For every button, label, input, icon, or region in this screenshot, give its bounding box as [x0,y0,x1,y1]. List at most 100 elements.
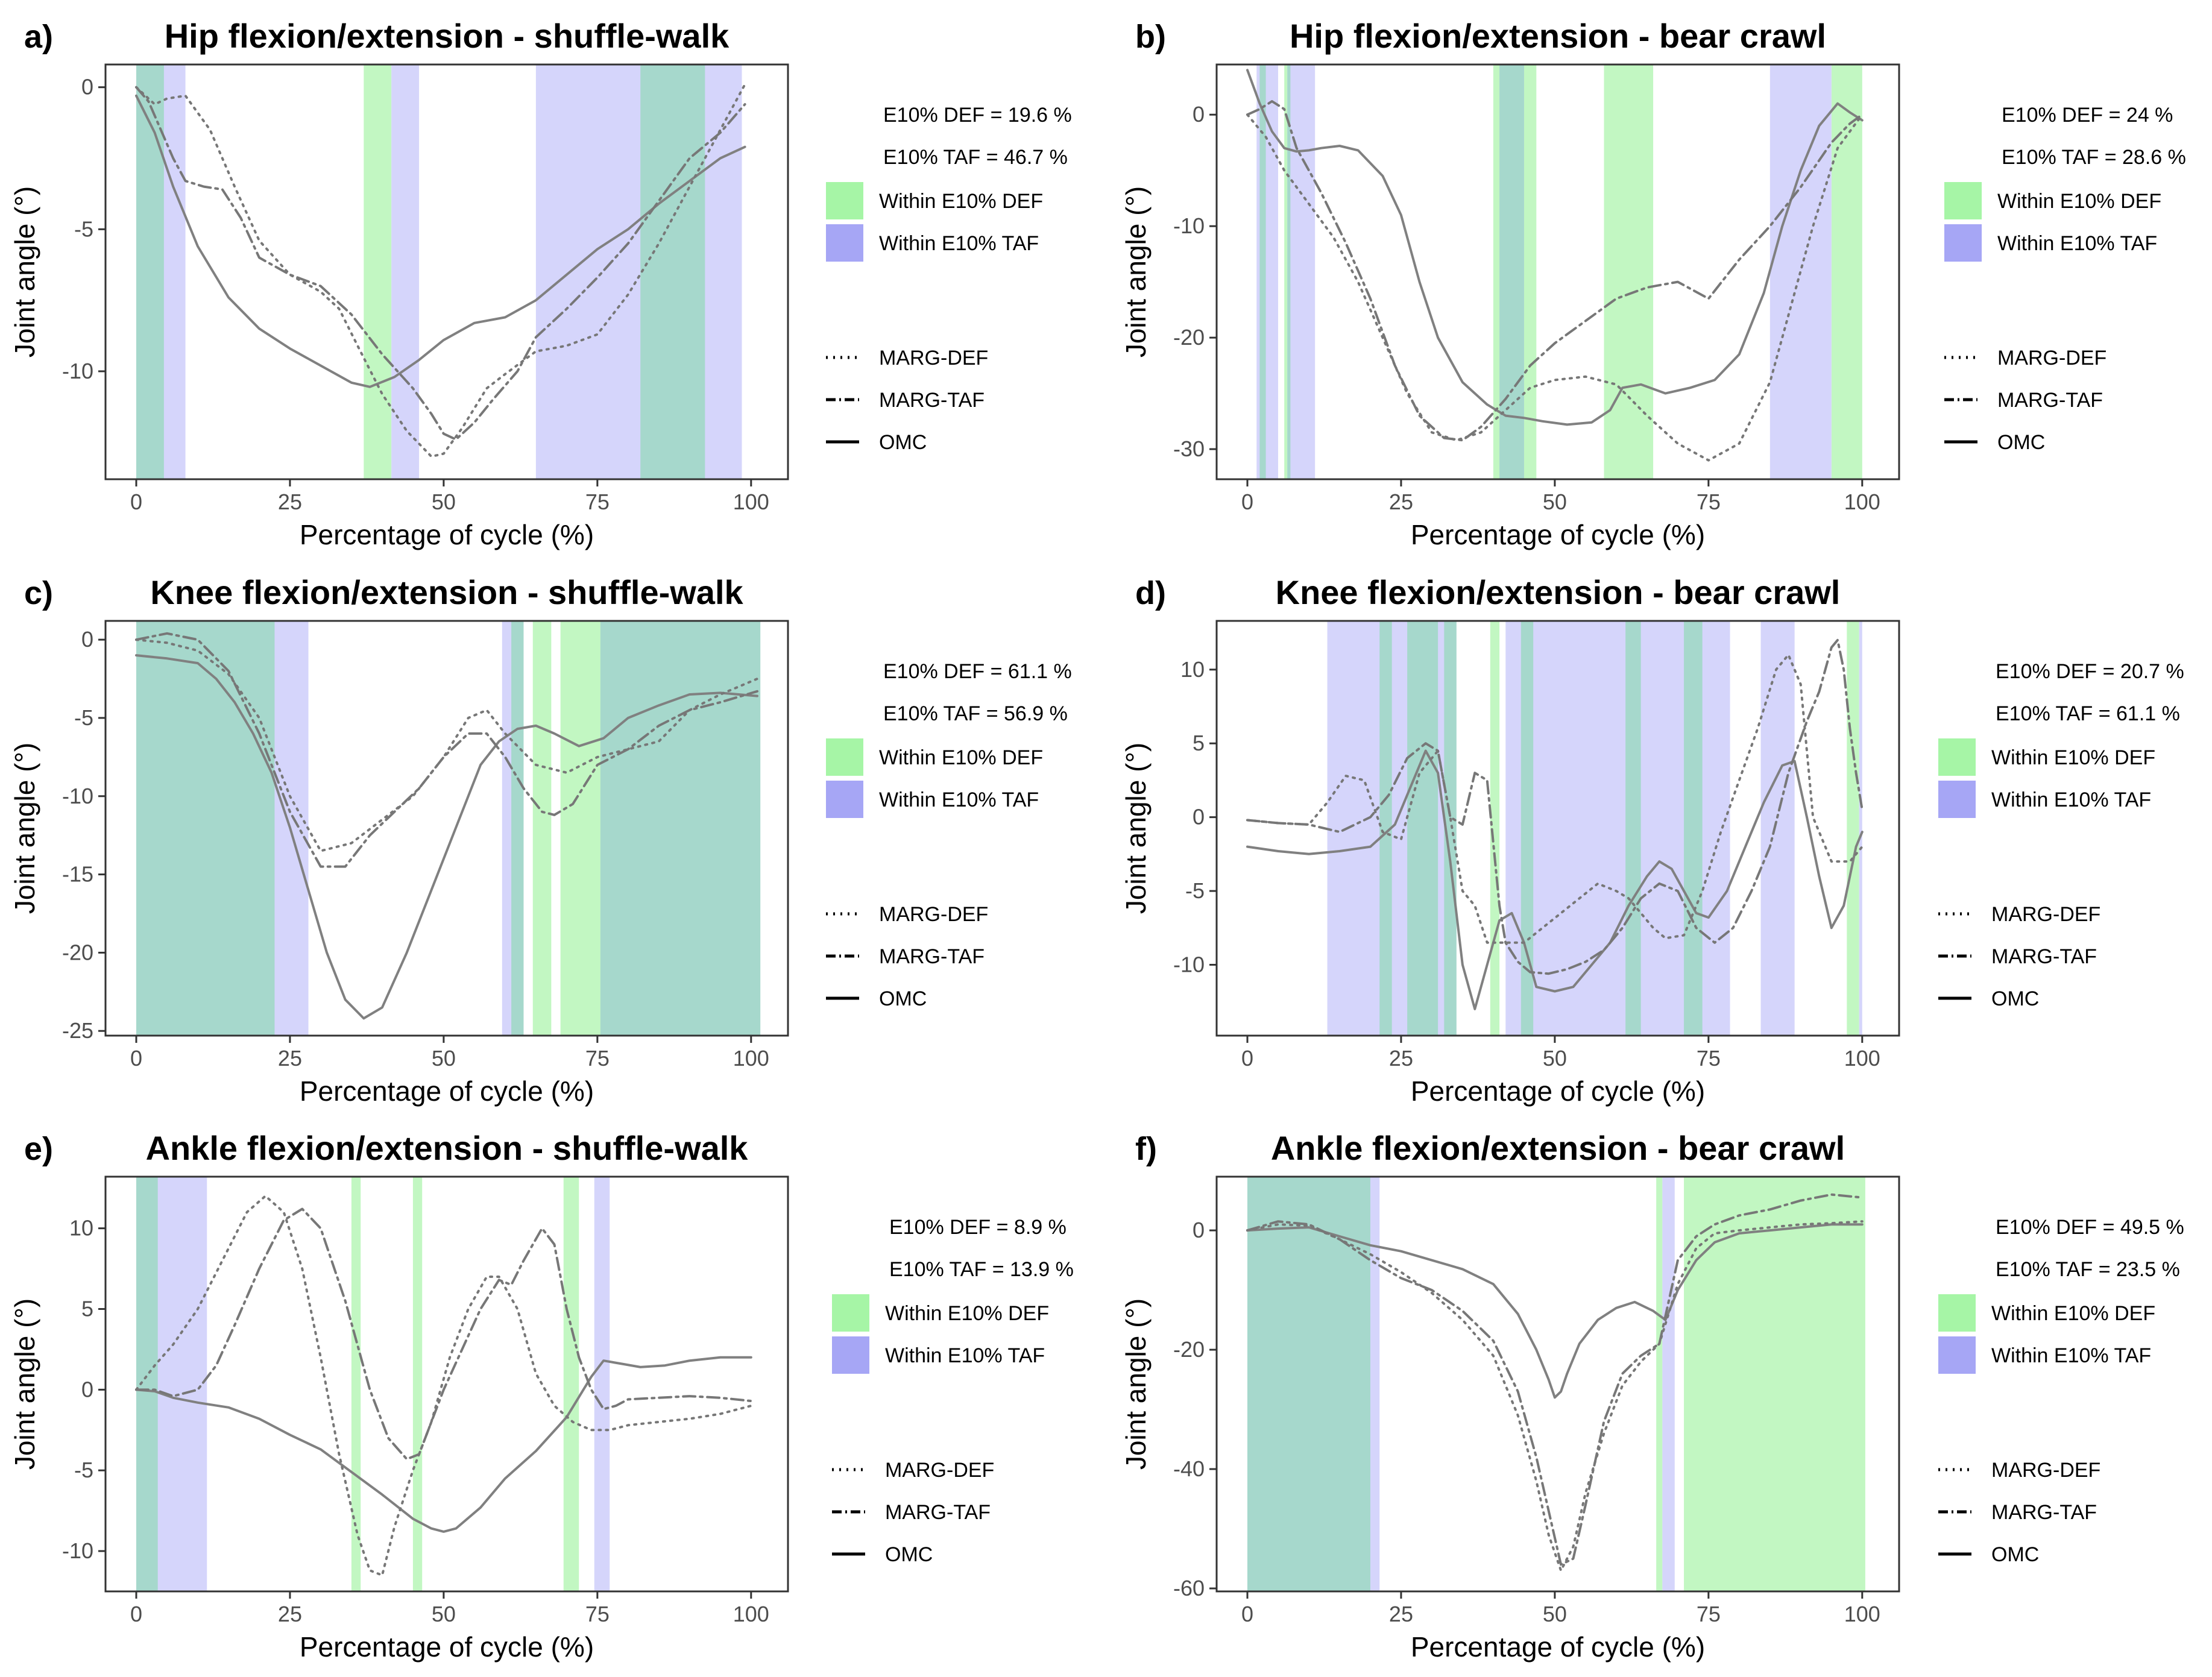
series-omc [135,94,746,388]
taf-legend-label: Within E10% TAF [1997,232,2157,255]
y-tick-label: -60 [1173,1576,1205,1600]
x-tick-label: 0 [1241,489,1253,514]
e10-taf-text: E10% TAF = 61.1 % [1996,702,2180,725]
marg-def-legend-label: MARG-DEF [879,347,988,370]
e10-taf-text: E10% TAF = 13.9 % [889,1258,1074,1281]
y-tick-label: 10 [69,1216,93,1241]
omc-legend-label: OMC [1991,1543,2039,1566]
def-legend-swatch [1944,182,1982,219]
series-marg-def [135,638,758,852]
x-tick-label: 0 [1241,1602,1253,1626]
panel-border [1215,620,1900,1037]
series-marg-def [1246,1220,1864,1572]
def-legend-label: Within E10% DEF [1991,746,2155,769]
x-tick-label: 75 [1697,1046,1721,1071]
y-tick-label: -30 [1173,436,1205,461]
series-group [1246,69,1864,462]
panel-title: Ankle flexion/extension - shuffle-walk [146,1129,749,1167]
taf-legend-label: Within E10% TAF [1991,1344,2151,1367]
overlap-band [136,64,164,479]
series-group [1246,638,1864,1010]
x-axis-label: Percentage of cycle (%) [300,519,594,550]
y-tick-label: -15 [62,862,93,887]
y-tick-label: 0 [1193,102,1205,127]
marg-taf-legend-label: MARG-TAF [879,389,985,412]
panel-b: 0 25 50 75 100 0 -10 -20 -30 Percentage of cycle … [1120,17,2186,550]
band-group [136,1177,610,1591]
series-marg-def [1246,113,1864,462]
y-axis-label: Joint angle (°) [9,1298,40,1470]
series-marg-taf [135,632,758,868]
def-legend-label: Within E10% DEF [885,1302,1049,1325]
series-marg-taf [135,86,746,441]
taf-legend-swatch [826,224,863,262]
marg-def-legend-label: MARG-DEF [885,1459,994,1482]
y-tick-label: 0 [1193,805,1205,829]
y-tick-label: -5 [74,216,93,241]
band-group [136,64,742,479]
taf-legend-swatch [1938,1336,1976,1374]
e10-taf-text: E10% TAF = 23.5 % [1996,1258,2180,1281]
def-band [364,64,392,479]
taf-legend-label: Within E10% TAF [879,788,1039,811]
panel-c: 0 25 50 75 100 0 -5 -10 -15 -20 -25 Percentage of c… [9,573,1072,1107]
overlap-band [1259,64,1266,479]
series-marg-taf [1246,100,1864,442]
x-tick-label: 100 [733,1602,769,1626]
panel-title: Ankle flexion/extension - bear crawl [1271,1129,1845,1167]
y-axis-label: Joint angle (°) [9,186,40,357]
def-band [532,621,552,1036]
y-tick-label: -5 [74,705,93,730]
x-tick-label: 50 [432,489,456,514]
taf-legend-label: Within E10% TAF [885,1344,1045,1367]
x-tick-label: 25 [1389,1602,1413,1626]
y-tick-label: -10 [62,1538,93,1563]
x-axis-label: Percentage of cycle (%) [1411,519,1705,550]
y-tick-label: -5 [74,1458,93,1482]
e10-def-text: E10% DEF = 19.6 % [883,104,1072,127]
panel-border [104,1175,789,1593]
x-tick-label: 75 [585,489,610,514]
series-marg-taf [135,1207,752,1461]
taf-legend-swatch [1944,224,1982,262]
panel-letter: d) [1135,575,1166,611]
y-tick-label: -10 [1173,952,1205,977]
band-group [136,621,761,1036]
overlap-band [1684,621,1703,1036]
marg-def-legend-label: MARG-DEF [879,903,988,926]
y-tick-label: -10 [62,359,93,383]
def-legend-swatch [832,1294,869,1332]
omc-legend-label: OMC [879,987,927,1010]
y-tick-label: -20 [62,940,93,964]
y-tick-label: -25 [62,1018,93,1043]
series-group [135,83,746,458]
panel-letter: a) [24,19,53,55]
y-tick-label: -20 [1173,1337,1205,1362]
legend: E10% DEF = 19.6 % E10% TAF = 46.7 % Within… [826,104,1072,454]
panel-title: Hip flexion/extension - shuffle-walk [165,17,729,55]
x-tick-label: 50 [1543,1046,1567,1071]
x-tick-label: 100 [1844,1046,1880,1071]
y-tick-label: -40 [1173,1456,1205,1481]
taf-legend-swatch [1938,781,1976,818]
def-band [1847,621,1859,1036]
overlap-band [1520,621,1534,1036]
def-band [412,1177,423,1591]
x-tick-label: 0 [130,1046,142,1071]
taf-legend-label: Within E10% TAF [879,232,1039,255]
def-legend-swatch [826,738,863,776]
marg-taf-legend-label: MARG-TAF [885,1501,991,1524]
x-tick-label: 25 [278,1046,302,1071]
panel-f: 0 25 50 75 100 0 -20 -40 -60 Percentage of cycle … [1120,1129,2184,1663]
overlap-band [1407,621,1438,1036]
x-tick-label: 75 [585,1046,610,1071]
panel-title: Knee flexion/extension - shuffle-walk [150,573,743,611]
def-legend-swatch [826,182,863,219]
legend: E10% DEF = 49.5 % E10% TAF = 23.5 % Within… [1938,1216,2184,1566]
def-band [1604,64,1654,479]
overlap-band [1379,621,1392,1036]
x-tick-label: 50 [1543,489,1567,514]
legend: E10% DEF = 61.1 % E10% TAF = 56.9 % Within… [826,660,1072,1010]
def-band [1831,64,1862,479]
series-omc [1246,749,1864,1010]
